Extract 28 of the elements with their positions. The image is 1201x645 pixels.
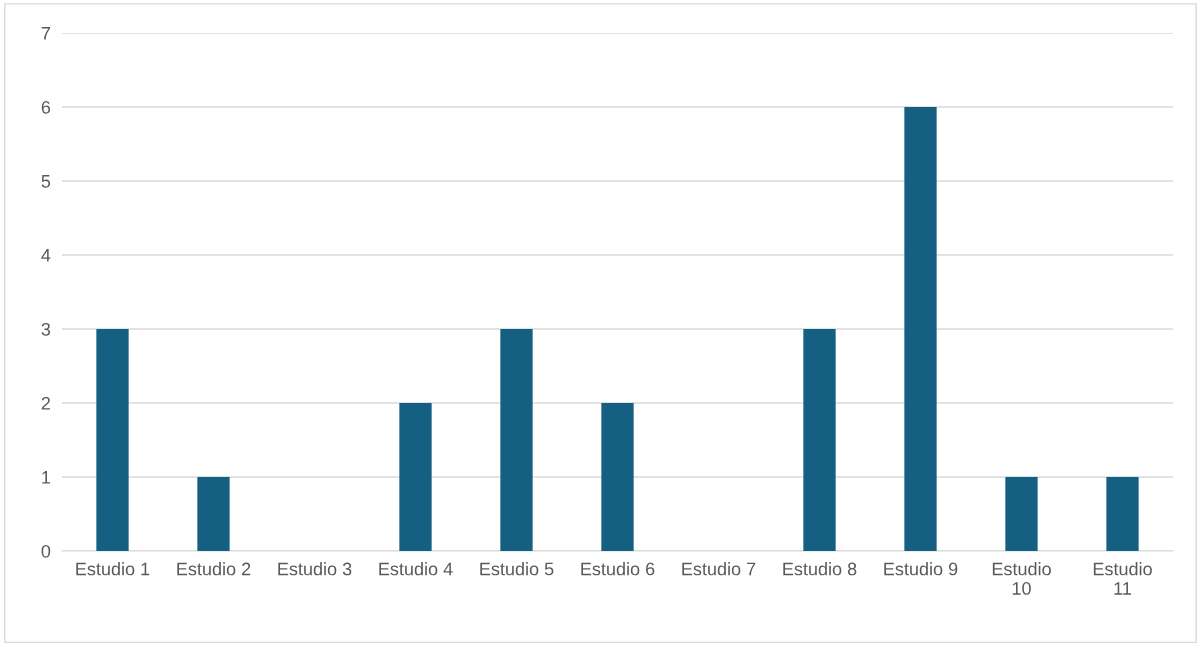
bar	[904, 107, 937, 551]
bar	[601, 403, 634, 551]
x-tick-label: Estudio 2	[177, 562, 251, 576]
x-tick-label: Estudio 3	[278, 562, 352, 576]
y-tick-label: 5	[41, 175, 51, 188]
bar	[197, 477, 230, 551]
bar	[1106, 477, 1139, 551]
x-tick-label: Estudio 8	[783, 562, 857, 576]
y-tick-label: 1	[42, 471, 51, 484]
y-tick-label: 6	[41, 100, 51, 114]
x-tick-label: Estudio 1	[76, 562, 150, 576]
bar	[1005, 477, 1038, 551]
bar	[803, 329, 836, 551]
x-tick-label: Estudio 5	[480, 562, 554, 576]
x-tick-label: Estudio 10	[992, 562, 1051, 595]
x-tick-label: Estudio 6	[581, 562, 655, 576]
y-tick-label: 3	[41, 322, 51, 336]
x-tick-label: Estudio 9	[884, 562, 958, 576]
y-tick-label: 4	[41, 249, 51, 262]
x-tick-label: Estudio 7	[682, 562, 756, 576]
y-tick-label: 2	[41, 396, 50, 410]
x-tick-label: Estudio 11	[1093, 562, 1152, 595]
bar	[500, 329, 533, 551]
y-tick-label: 0	[41, 544, 51, 558]
bar	[399, 403, 432, 551]
x-tick-label: Estudio 4	[379, 562, 453, 576]
bar	[96, 329, 129, 551]
y-tick-label: 7	[41, 27, 50, 40]
